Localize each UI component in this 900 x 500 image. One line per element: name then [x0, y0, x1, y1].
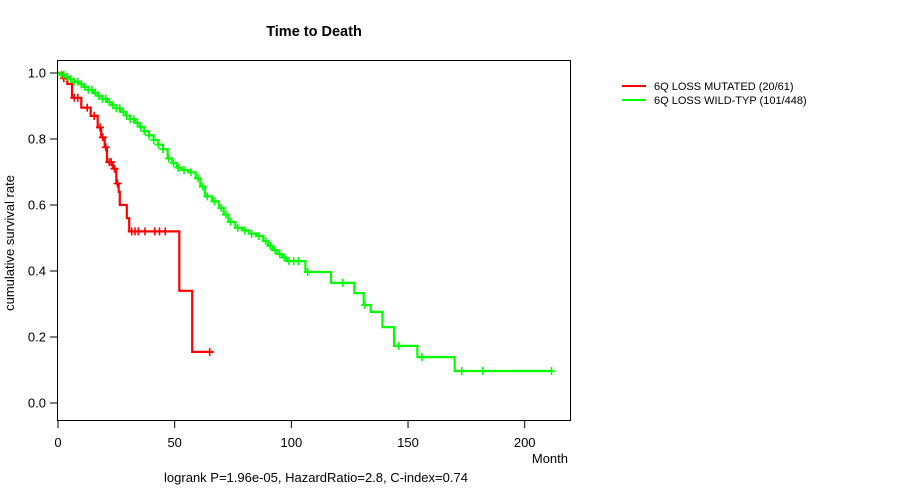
legend: 6Q LOSS MUTATED (20/61) 6Q LOSS WILD-TYP…	[622, 81, 807, 107]
legend-label-mutated: 6Q LOSS MUTATED (20/61)	[654, 81, 794, 93]
x-tick-label: 200	[514, 435, 536, 450]
plot-area: 0 50 100 150 200 0.0 0.2 0.4 0.6 0.8 1.0	[28, 60, 571, 450]
survival-curve-6q-loss-wild-typ	[58, 71, 553, 373]
x-tick-label: 100	[280, 435, 302, 450]
legend-label-wild-typ: 6Q LOSS WILD-TYP (101/448)	[654, 95, 807, 107]
y-axis-title: cumulative survival rate	[2, 175, 17, 311]
x-axis-title: Month	[532, 451, 568, 466]
x-tick-label: 0	[54, 435, 61, 450]
survival-curve-6q-loss-mutated	[58, 71, 214, 353]
y-tick-label: 0.2	[28, 330, 46, 345]
y-tick-label: 0.0	[28, 396, 46, 411]
y-tick-label: 0.8	[28, 132, 46, 147]
y-tick-label: 0.6	[28, 198, 46, 213]
chart-title: Time to Death	[266, 24, 362, 40]
y-tick-label: 0.4	[28, 264, 46, 279]
y-tick-label: 1.0	[28, 66, 46, 81]
x-tick-label: 150	[397, 435, 419, 450]
stats-annotation: logrank P=1.96e-05, HazardRatio=2.8, C-i…	[164, 470, 468, 485]
plot-box	[57, 60, 571, 421]
censor-marks-6q-loss-wild-typ	[57, 70, 556, 375]
x-tick-label: 50	[167, 435, 181, 450]
censor-marks-6q-loss-mutated	[59, 74, 214, 356]
